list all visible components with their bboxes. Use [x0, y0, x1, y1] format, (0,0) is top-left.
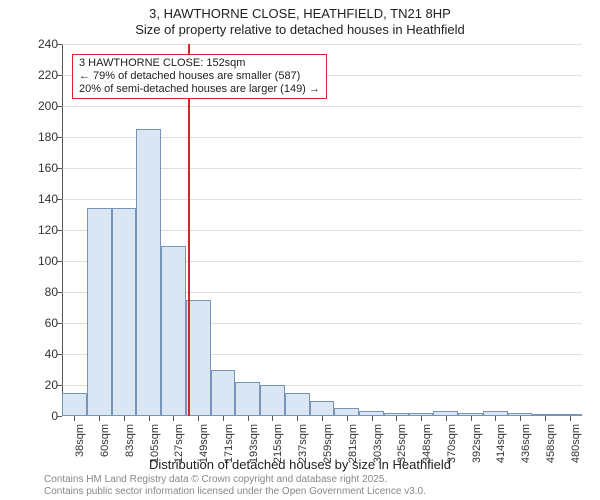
x-tick-label: 193sqm — [248, 424, 260, 484]
y-tick-label: 100 — [28, 254, 58, 268]
x-tick-label: 237sqm — [297, 424, 309, 484]
annotation-box: 3 HAWTHORNE CLOSE: 152sqm← 79% of detach… — [72, 54, 327, 99]
x-tick — [322, 416, 323, 421]
x-tick-label: 480sqm — [570, 424, 582, 484]
x-tick-label: 215sqm — [272, 424, 284, 484]
x-tick — [74, 416, 75, 421]
y-tick-label: 220 — [28, 68, 58, 82]
histogram-bar — [112, 208, 137, 416]
reference-line — [188, 44, 190, 416]
annotation-line-2: ← 79% of detached houses are smaller (58… — [79, 70, 320, 83]
x-tick — [372, 416, 373, 421]
x-tick-label: 171sqm — [223, 424, 235, 484]
histogram-bar — [211, 370, 236, 417]
x-tick-label: 436sqm — [520, 424, 532, 484]
x-tick-label: 325sqm — [396, 424, 408, 484]
y-tick-label: 20 — [28, 378, 58, 392]
x-tick — [173, 416, 174, 421]
x-tick-label: 370sqm — [446, 424, 458, 484]
x-tick — [124, 416, 125, 421]
x-tick-label: 38sqm — [74, 424, 86, 484]
histogram-bar — [260, 385, 285, 416]
x-tick — [223, 416, 224, 421]
x-tick — [198, 416, 199, 421]
y-tick-label: 240 — [28, 37, 58, 51]
histogram-bar — [87, 208, 112, 416]
x-tick-label: 281sqm — [347, 424, 359, 484]
x-tick-label: 414sqm — [495, 424, 507, 484]
x-tick — [471, 416, 472, 421]
histogram-bar — [161, 246, 186, 417]
annotation-line-1: 3 HAWTHORNE CLOSE: 152sqm — [79, 57, 320, 70]
x-tick — [520, 416, 521, 421]
x-tick — [297, 416, 298, 421]
x-tick — [272, 416, 273, 421]
x-tick — [570, 416, 571, 421]
x-tick — [446, 416, 447, 421]
y-tick-label: 40 — [28, 347, 58, 361]
y-tick-label: 0 — [28, 409, 58, 423]
x-tick-label: 149sqm — [198, 424, 210, 484]
x-tick-label: 105sqm — [149, 424, 161, 484]
plot-area: 02040608010012014016018020022024038sqm60… — [62, 44, 582, 416]
footer-line-2: Contains public sector information licen… — [44, 486, 426, 498]
histogram-bar — [334, 408, 359, 416]
histogram-bar — [285, 393, 310, 416]
x-tick — [545, 416, 546, 421]
y-tick-label: 160 — [28, 161, 58, 175]
x-tick — [149, 416, 150, 421]
x-tick — [421, 416, 422, 421]
x-tick — [99, 416, 100, 421]
chart-title: 3, HAWTHORNE CLOSE, HEATHFIELD, TN21 8HP — [0, 6, 600, 21]
x-tick-label: 60sqm — [99, 424, 111, 484]
x-tick-label: 259sqm — [322, 424, 334, 484]
x-tick-label: 348sqm — [421, 424, 433, 484]
property-size-chart: 3, HAWTHORNE CLOSE, HEATHFIELD, TN21 8HP… — [0, 0, 600, 500]
histogram-bar — [235, 382, 260, 416]
histogram-bar — [310, 401, 335, 417]
x-tick — [495, 416, 496, 421]
y-tick-label: 200 — [28, 99, 58, 113]
y-tick-label: 180 — [28, 130, 58, 144]
x-tick-label: 392sqm — [471, 424, 483, 484]
x-tick — [347, 416, 348, 421]
histogram-bar — [62, 393, 87, 416]
x-tick-label: 127sqm — [173, 424, 185, 484]
x-tick-label: 458sqm — [545, 424, 557, 484]
x-tick-label: 83sqm — [124, 424, 136, 484]
x-tick — [248, 416, 249, 421]
y-tick-label: 140 — [28, 192, 58, 206]
y-tick-label: 80 — [28, 285, 58, 299]
annotation-line-3: 20% of semi-detached houses are larger (… — [79, 83, 320, 96]
y-tick-label: 120 — [28, 223, 58, 237]
y-tick-label: 60 — [28, 316, 58, 330]
x-tick-label: 303sqm — [372, 424, 384, 484]
gridline — [62, 106, 582, 107]
histogram-bar — [136, 129, 161, 416]
chart-subtitle: Size of property relative to detached ho… — [0, 22, 600, 37]
gridline — [62, 44, 582, 45]
x-tick — [396, 416, 397, 421]
